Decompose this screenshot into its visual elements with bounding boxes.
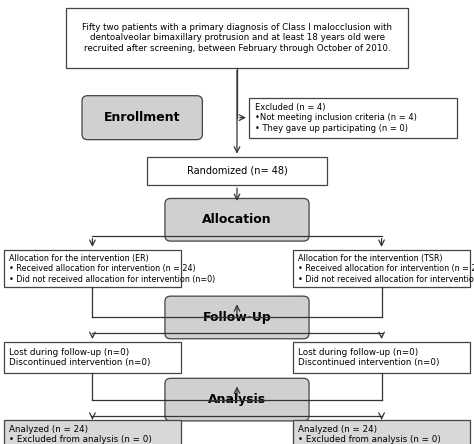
FancyBboxPatch shape — [293, 342, 470, 373]
FancyBboxPatch shape — [4, 420, 181, 444]
Text: Randomized (n= 48): Randomized (n= 48) — [187, 166, 287, 176]
FancyBboxPatch shape — [4, 250, 181, 288]
FancyBboxPatch shape — [66, 8, 408, 67]
FancyBboxPatch shape — [165, 198, 309, 241]
FancyBboxPatch shape — [165, 378, 309, 421]
FancyBboxPatch shape — [147, 157, 327, 186]
Text: Analysis: Analysis — [208, 393, 266, 406]
FancyBboxPatch shape — [82, 96, 202, 140]
FancyBboxPatch shape — [165, 296, 309, 339]
Text: Excluded (n = 4)
•Not meeting inclusion criteria (n = 4)
• They gave up particip: Excluded (n = 4) •Not meeting inclusion … — [255, 103, 417, 133]
Text: Allocation for the intervention (ER)
• Received allocation for intervention (n =: Allocation for the intervention (ER) • R… — [9, 254, 216, 284]
FancyBboxPatch shape — [249, 98, 457, 138]
FancyBboxPatch shape — [4, 342, 181, 373]
Text: Follow-Up: Follow-Up — [202, 311, 272, 324]
Text: Analyzed (n = 24)
• Excluded from analysis (n = 0): Analyzed (n = 24) • Excluded from analys… — [299, 424, 441, 444]
Text: Allocation: Allocation — [202, 213, 272, 226]
FancyBboxPatch shape — [293, 420, 470, 444]
Text: Lost during follow-up (n=0)
Discontinued intervention (n=0): Lost during follow-up (n=0) Discontinued… — [9, 348, 151, 367]
Text: Enrollment: Enrollment — [104, 111, 181, 124]
FancyBboxPatch shape — [293, 250, 470, 288]
Text: Lost during follow-up (n=0)
Discontinued intervention (n=0): Lost during follow-up (n=0) Discontinued… — [299, 348, 440, 367]
Text: Analyzed (n = 24)
• Excluded from analysis (n = 0): Analyzed (n = 24) • Excluded from analys… — [9, 424, 152, 444]
Text: Fifty two patients with a primary diagnosis of Class I malocclusion with
dentoal: Fifty two patients with a primary diagno… — [82, 23, 392, 53]
Text: Allocation for the intervention (TSR)
• Received allocation for intervention (n : Allocation for the intervention (TSR) • … — [299, 254, 474, 284]
